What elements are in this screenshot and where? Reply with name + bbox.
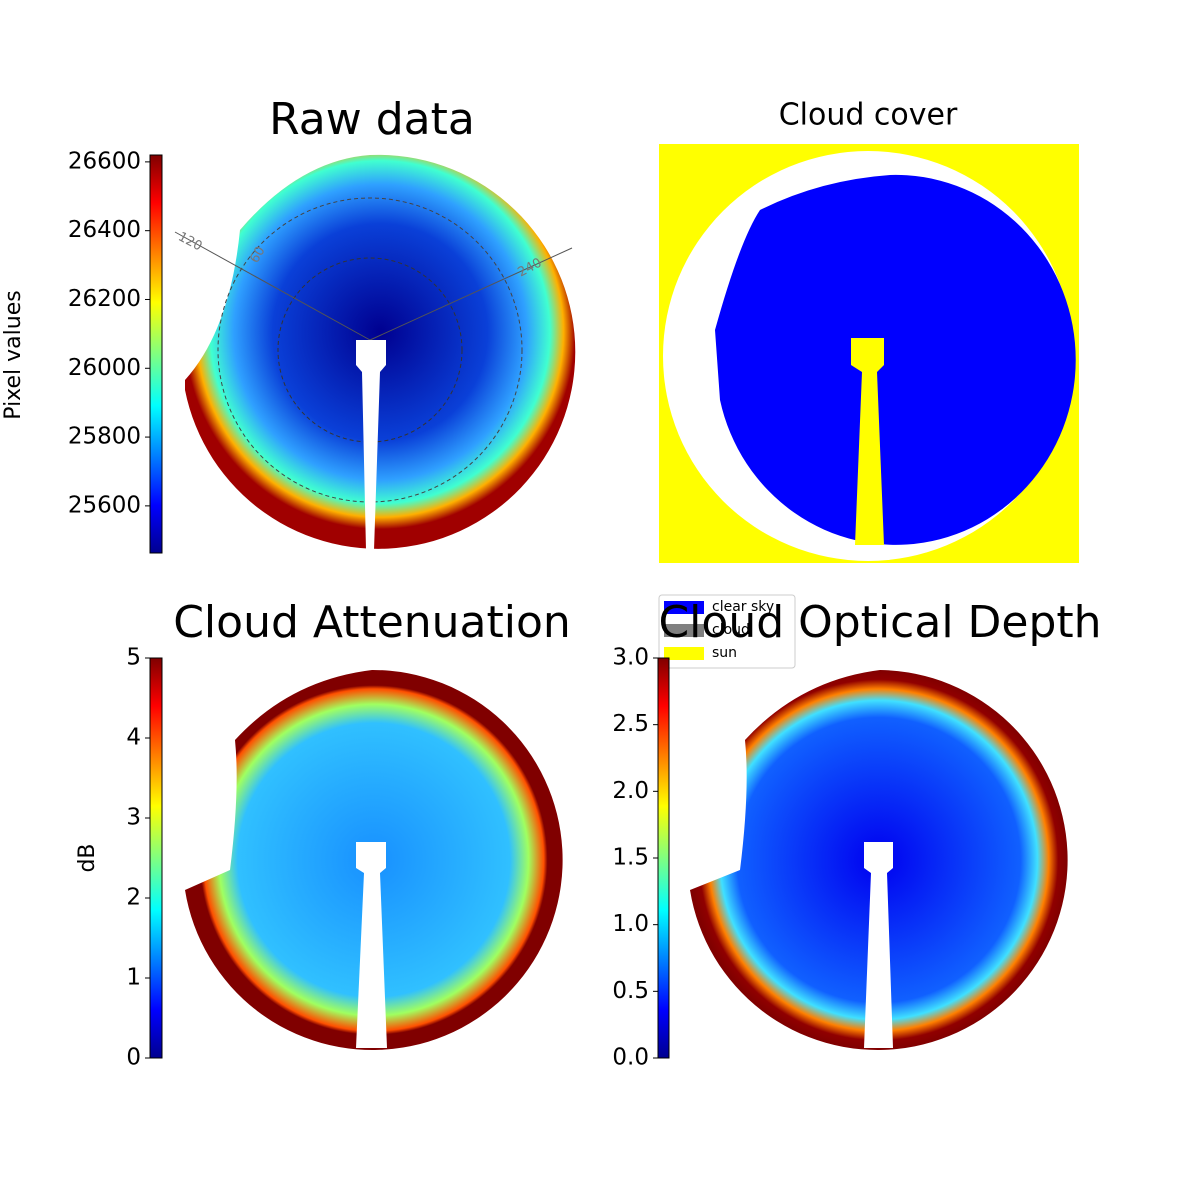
colorbar-tick-label: 1.0	[612, 911, 649, 937]
colorbar-tick-label: 26000	[68, 355, 141, 381]
optical-depth-image	[690, 670, 1068, 1050]
colorbar-tick-label: 26600	[68, 148, 141, 174]
colorbar	[149, 154, 163, 554]
colorbar-tick-label: 3	[126, 805, 141, 831]
angle-label: 60	[247, 244, 268, 266]
legend-label: cloud	[712, 622, 750, 638]
colorbar-tick-label: 2	[126, 885, 141, 911]
colorbar-tick-label: 26200	[68, 286, 141, 312]
colorbar-label: dB	[75, 843, 100, 872]
colorbar-tick-label: 1.5	[612, 845, 649, 871]
colorbar-tick-label: 0.5	[612, 978, 649, 1004]
colorbar	[149, 657, 163, 1059]
attenuation-image	[185, 669, 563, 1050]
colorbar-tick-label: 1	[126, 965, 141, 991]
colorbar-tick-label: 2.5	[612, 711, 649, 737]
panel-title: Cloud Attenuation	[173, 597, 571, 648]
colorbar-tick-label: 25600	[68, 492, 141, 518]
colorbar-tick-label: 25800	[68, 424, 141, 450]
colorbar-tick-label: 0	[126, 1045, 141, 1071]
legend-label: sun	[712, 645, 737, 661]
colorbar-tick-label: 0.0	[612, 1045, 649, 1071]
panel-title: Cloud Optical Depth	[658, 597, 1101, 648]
angle-label: 120	[176, 230, 205, 255]
panel-title: Cloud cover	[779, 98, 958, 133]
colorbar-tick-label: 5	[126, 645, 141, 671]
legend-swatch	[664, 601, 704, 614]
colorbar-label: Pixel values	[1, 290, 26, 419]
cloud-cover-image	[659, 144, 1079, 563]
legend-swatch	[664, 647, 704, 660]
colorbar-tick-label: 26400	[68, 217, 141, 243]
panel-title: Raw data	[269, 94, 475, 145]
colorbar-tick-label: 2.0	[612, 778, 649, 804]
colorbar	[657, 657, 670, 1059]
legend-label: clear sky	[712, 599, 774, 615]
colorbar-tick-label: 3.0	[612, 645, 649, 671]
raw-image	[174, 154, 576, 550]
legend-swatch	[664, 624, 704, 637]
colorbar-tick-label: 4	[126, 725, 141, 751]
